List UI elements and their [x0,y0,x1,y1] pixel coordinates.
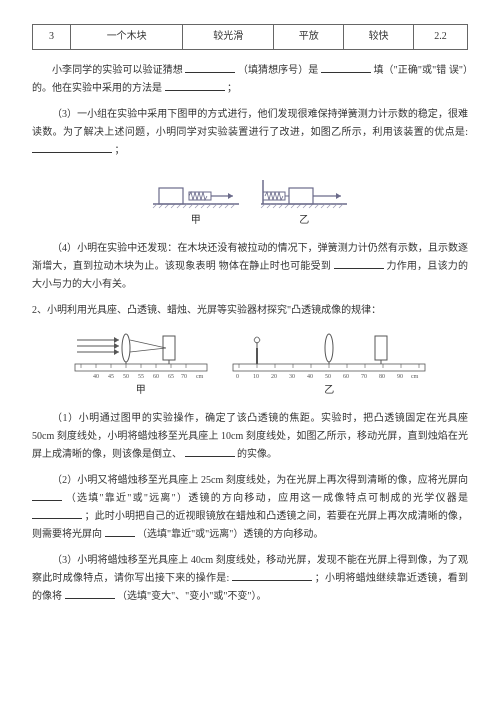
svg-text:60: 60 [153,374,159,380]
svg-text:70: 70 [181,374,187,380]
p5-t1: （2）小明又将蜡烛移至光具座上 25cm 刻度线处，为在光屏上再次得到清晰的像，… [52,475,468,486]
paragraph-6: （3）小明将蜡烛移至光具座上 40cm 刻度线处，移动光屏，发现不能在光屏上得到… [32,552,468,606]
q2-t1: 2、小明利用光具座、凸透镜、蜡烛、光屏等实验器材探究"凸透镜成像的规律： [32,305,381,316]
p1-t1: 小李同学的实验可以验证猜想 [52,65,183,76]
svg-text:55: 55 [138,374,144,380]
paragraph-4: （1）小明通过图甲的实验操作，确定了该凸透镜的焦距。实验时，把凸透镜固定在光具座… [32,410,468,464]
svg-text:90: 90 [397,374,403,380]
svg-text:65: 65 [168,374,174,380]
cell-5: 2.2 [413,25,467,50]
svg-text:60: 60 [343,374,349,380]
cell-1: 一个木块 [71,25,183,50]
cell-0: 3 [33,25,71,50]
blank-method [165,81,225,91]
paragraph-1: 小李同学的实验可以验证猜想 （填猜想序号）是 填（"正确"或"错 误"）的。他在… [32,62,468,98]
data-table: 3 一个木块 较光滑 平放 较快 2.2 [32,24,468,50]
svg-text:40: 40 [93,374,99,380]
question-2: 2、小明利用光具座、凸透镜、蜡烛、光屏等实验器材探究"凸透镜成像的规律： [32,302,468,320]
p6-t3: （选填"变大"、"变小"或"不变"）。 [117,591,267,602]
optics-yi: 0 10 20 30 40 50 60 70 80 90 cm 乙 [229,330,429,400]
blank-dir1 [32,491,62,501]
svg-text:45: 45 [108,374,114,380]
diagram-jia: 甲 [151,170,241,230]
p2-t1: （3）一小组在实验中采用下图甲的方式进行，他们发现很难保持弹簧测力计示数的稳定，… [32,109,468,138]
paragraph-5: （2）小明又将蜡烛移至光具座上 25cm 刻度线处，为在光屏上再次得到清晰的像，… [32,472,468,544]
p5-t2: （选填"靠近"或"远离"）透镜的方向移动，应用这一成像特点可制成的光学仪器是 [66,493,468,504]
diagram-optics: 40 45 50 55 60 65 70 cm 甲 [32,330,468,400]
diag1-right-label: 乙 [259,212,349,230]
svg-text:0: 0 [236,374,239,380]
blank-force [334,259,384,269]
svg-text:cm: cm [411,374,419,380]
blank-image-type [185,447,235,457]
table-row: 3 一个木块 较光滑 平放 较快 2.2 [33,25,468,50]
cell-3: 平放 [274,25,344,50]
paragraph-3: （4）小明在实验中还发现：在木块还没有被拉动的情况下，弹簧测力计仍然有示数，且示… [32,240,468,294]
blank-operation [232,571,312,581]
diagram-spring-setup: 甲 乙 [32,170,468,230]
svg-text:80: 80 [379,374,385,380]
svg-text:cm: cm [196,374,204,380]
svg-text:50: 50 [325,374,331,380]
svg-text:70: 70 [361,374,367,380]
svg-text:50: 50 [123,374,129,380]
diagram-yi: 乙 [259,170,349,230]
p1-t4: ； [227,83,237,94]
blank-dir2 [105,527,135,537]
p5-t4: （选填"靠近"或"远离"）透镜的方向移动。 [137,529,323,540]
svg-text:40: 40 [307,374,313,380]
p4-t2: 的实像。 [237,449,277,460]
optics-jia: 40 45 50 55 60 65 70 cm 甲 [71,330,211,400]
svg-text:10: 10 [253,374,259,380]
p1-t2: （填猜想序号）是 [238,65,318,76]
blank-change [65,589,115,599]
blank-instrument [32,509,82,519]
blank-correct [321,63,371,73]
blank-guess-num [185,63,235,73]
cell-2: 较光滑 [183,25,274,50]
diag2-left-label: 甲 [71,382,211,400]
svg-text:20: 20 [271,374,277,380]
svg-text:30: 30 [289,374,295,380]
diag2-right-label: 乙 [229,382,429,400]
paragraph-2: （3）一小组在实验中采用下图甲的方式进行，他们发现很难保持弹簧测力计示数的稳定，… [32,106,468,160]
cell-4: 较快 [344,25,414,50]
blank-advantage [32,143,112,153]
diag1-left-label: 甲 [151,212,241,230]
p2-t2: ； [115,145,125,156]
